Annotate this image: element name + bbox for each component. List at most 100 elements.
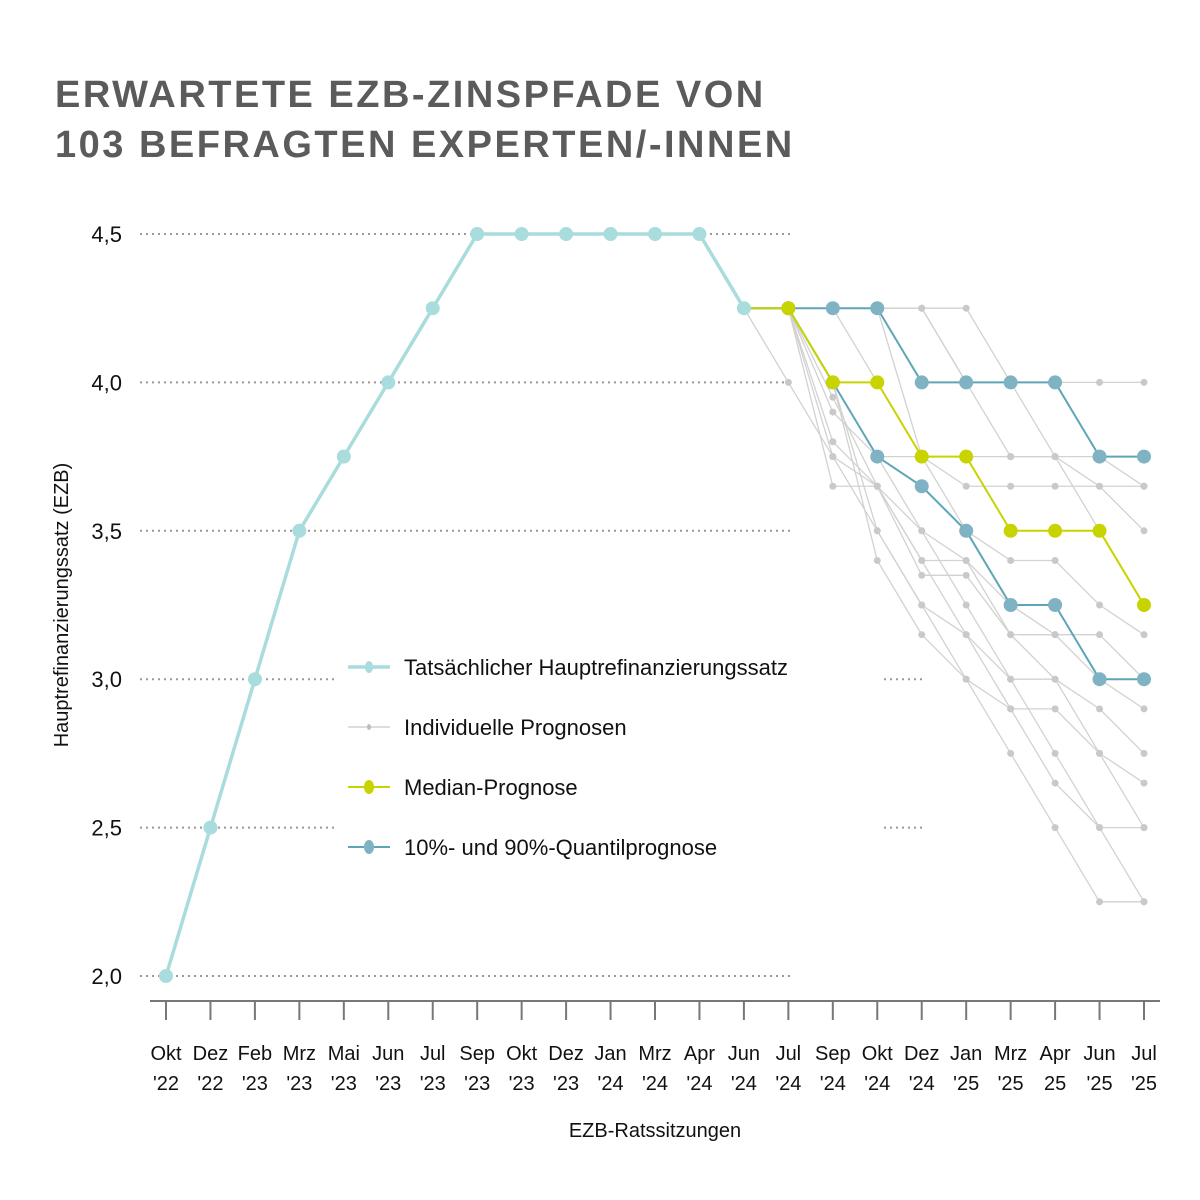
x-tick-label-year: '22: [197, 1073, 223, 1095]
x-tick-label-year: 25: [1044, 1073, 1066, 1095]
individual-forecast-point: [829, 482, 837, 490]
individual-forecast-point: [829, 453, 837, 461]
chart-title: ERWARTETE EZB-ZINSPFADE VON 103 BEFRAGTE…: [55, 70, 795, 170]
individual-forecast-point: [1140, 482, 1148, 490]
x-tick-label-year: '23: [375, 1073, 401, 1095]
individual-forecast-point: [962, 601, 970, 609]
individual-forecast-point: [918, 304, 926, 312]
x-tick-label-month: Jan: [950, 1043, 982, 1065]
x-tick-label-month: Sep: [815, 1043, 851, 1065]
quantile-90-point: [1048, 375, 1063, 390]
x-tick-label-month: Jun: [1083, 1043, 1115, 1065]
individual-forecast-point: [1007, 482, 1015, 490]
x-tick-label-month: Sep: [459, 1043, 495, 1065]
x-tick-label-month: Apr: [1040, 1043, 1071, 1065]
x-tick-label-year: '23: [420, 1073, 446, 1095]
chart-title-line-2: 103 BEFRAGTEN EXPERTEN/-INNEN: [55, 124, 795, 166]
actual-rate-point: [648, 227, 662, 241]
x-tick-label-year: '24: [775, 1073, 801, 1095]
x-tick-label-month: Feb: [238, 1043, 272, 1065]
series-lines: [159, 227, 1151, 983]
individual-forecast-point: [1096, 378, 1104, 386]
individual-forecast-point: [1051, 482, 1059, 490]
individual-forecast-point: [1096, 705, 1104, 713]
quantile-90-point: [1137, 449, 1151, 464]
individual-forecast-line: [743, 307, 1145, 754]
individual-forecast-point: [918, 527, 926, 535]
individual-forecast-point: [1140, 527, 1148, 535]
median-forecast-point: [825, 375, 840, 390]
legend-background: [335, 640, 880, 880]
individual-forecast-point: [962, 631, 970, 639]
individual-forecast-point: [1007, 675, 1015, 683]
individual-forecast-line: [743, 307, 1144, 829]
x-tick-label-month: Jan: [594, 1043, 626, 1065]
individual-forecast-line: [743, 307, 1145, 903]
individual-forecast-point: [1007, 705, 1015, 713]
individual-forecast-point: [1007, 749, 1015, 757]
individual-forecast-point: [962, 675, 970, 683]
quantile-10-point: [1137, 672, 1151, 687]
actual-rate-point: [159, 969, 173, 983]
individual-forecast-point: [1051, 675, 1059, 683]
individual-forecast-point: [1051, 631, 1059, 639]
x-tick-label-year: '24: [864, 1073, 890, 1095]
actual-rate-point: [247, 672, 262, 687]
x-tick-label-year: '23: [286, 1073, 312, 1095]
x-tick-label-year: '25: [1131, 1073, 1157, 1095]
individual-forecast-point: [829, 438, 837, 446]
individual-forecast-point: [784, 378, 792, 386]
legend-actual-marker: [365, 661, 373, 673]
individual-forecast-point: [918, 556, 926, 564]
individual-forecast-point: [1140, 705, 1148, 713]
individual-forecast-point: [1140, 898, 1148, 906]
actual-rate-point: [292, 523, 307, 538]
individual-forecast-point: [1140, 824, 1148, 832]
actual-rate-point: [425, 301, 440, 316]
actual-rate-point: [603, 227, 618, 241]
x-tick-label-month: Jul: [420, 1043, 446, 1065]
y-tick-label: 3,0: [91, 667, 122, 692]
legend-quantile-marker: [364, 840, 374, 854]
individual-forecast-point: [1051, 453, 1059, 461]
quantile-90-point: [825, 301, 840, 316]
actual-rate-point: [692, 227, 707, 241]
individual-forecast-point: [1140, 779, 1148, 787]
quantile-10-point: [959, 523, 974, 538]
individual-forecast-point: [1140, 631, 1148, 639]
individual-forecast-point: [1096, 601, 1104, 609]
quantile-90-line: [743, 307, 1144, 458]
quantile-10-point: [1092, 672, 1107, 687]
x-tick-label-year: '23: [553, 1073, 579, 1095]
actual-rate-point: [336, 449, 351, 464]
actual-rate-point: [203, 820, 218, 835]
quantile-90-point: [1092, 449, 1107, 464]
x-tick-label-year: '23: [509, 1073, 535, 1095]
x-tick-label-year: '23: [464, 1073, 490, 1095]
individual-forecast-point: [873, 556, 881, 564]
x-tick-label-year: '25: [998, 1073, 1024, 1095]
individual-forecast-point: [1007, 453, 1015, 461]
x-tick-label-month: Mai: [328, 1043, 360, 1065]
quantile-10-point: [914, 479, 929, 494]
individual-forecast-point: [1140, 749, 1148, 757]
legend-individual-label: Individuelle Prognosen: [404, 715, 627, 740]
x-tick-label-year: '25: [1087, 1073, 1113, 1095]
x-tick-label-month: Apr: [684, 1043, 715, 1065]
legend-individual-marker: [367, 724, 371, 730]
y-axis-label: Hauptrefinanzierungssatz (EZB): [51, 463, 73, 748]
individual-forecast-point: [1051, 779, 1059, 787]
x-tick-label-month: Jul: [1131, 1043, 1157, 1065]
quantile-10-point: [1048, 598, 1063, 612]
individual-forecast-point: [1096, 482, 1104, 490]
individual-forecast-point: [1007, 631, 1015, 639]
x-tick-label-year: '24: [642, 1073, 668, 1095]
individual-forecast-point: [1140, 378, 1148, 386]
median-forecast-point: [1048, 523, 1063, 538]
median-forecast-point: [914, 449, 929, 464]
x-tick-label-month: Dez: [548, 1043, 584, 1065]
quantile-90-point: [914, 375, 929, 390]
individual-forecast-point: [962, 482, 970, 490]
actual-rate-point: [559, 227, 574, 241]
